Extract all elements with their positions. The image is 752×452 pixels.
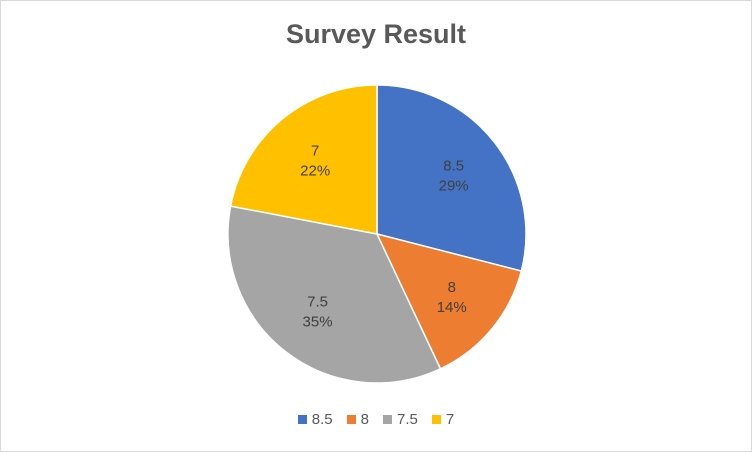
pie-slice-7 [229,84,378,235]
legend-label: 8.5 [311,411,333,428]
legend-item-8-5: 8.5 [297,411,333,428]
legend-swatch [346,415,356,424]
legend-label: 7 [445,411,455,428]
legend-item-8: 8 [346,411,369,428]
legend-item-7-5: 7.5 [383,411,418,428]
slice-category-label: 7 [311,142,319,159]
legend-swatch [431,415,441,424]
slice-percent-label: 22% [300,162,330,179]
slice-category-label: 8.5 [443,158,464,175]
legend-swatch [383,415,392,424]
slice-category-label: 7.5 [307,294,328,311]
slice-percent-label: 35% [303,314,333,331]
legend-item-7: 7 [431,411,455,428]
legend: 8.5 8 7.5 7 [1,411,751,428]
pie-slice-7-5 [227,205,442,384]
legend-swatch [297,415,307,424]
pie-slice-8-5 [376,84,527,272]
pie-slice-8 [375,232,523,370]
slice-percent-label: 14% [437,299,467,316]
legend-label: 8 [360,411,369,428]
slice-category-label: 8 [448,279,456,296]
legend-label: 7.5 [397,411,418,428]
chart-title: Survey Result [285,19,467,49]
slice-percent-label: 29% [439,178,469,195]
